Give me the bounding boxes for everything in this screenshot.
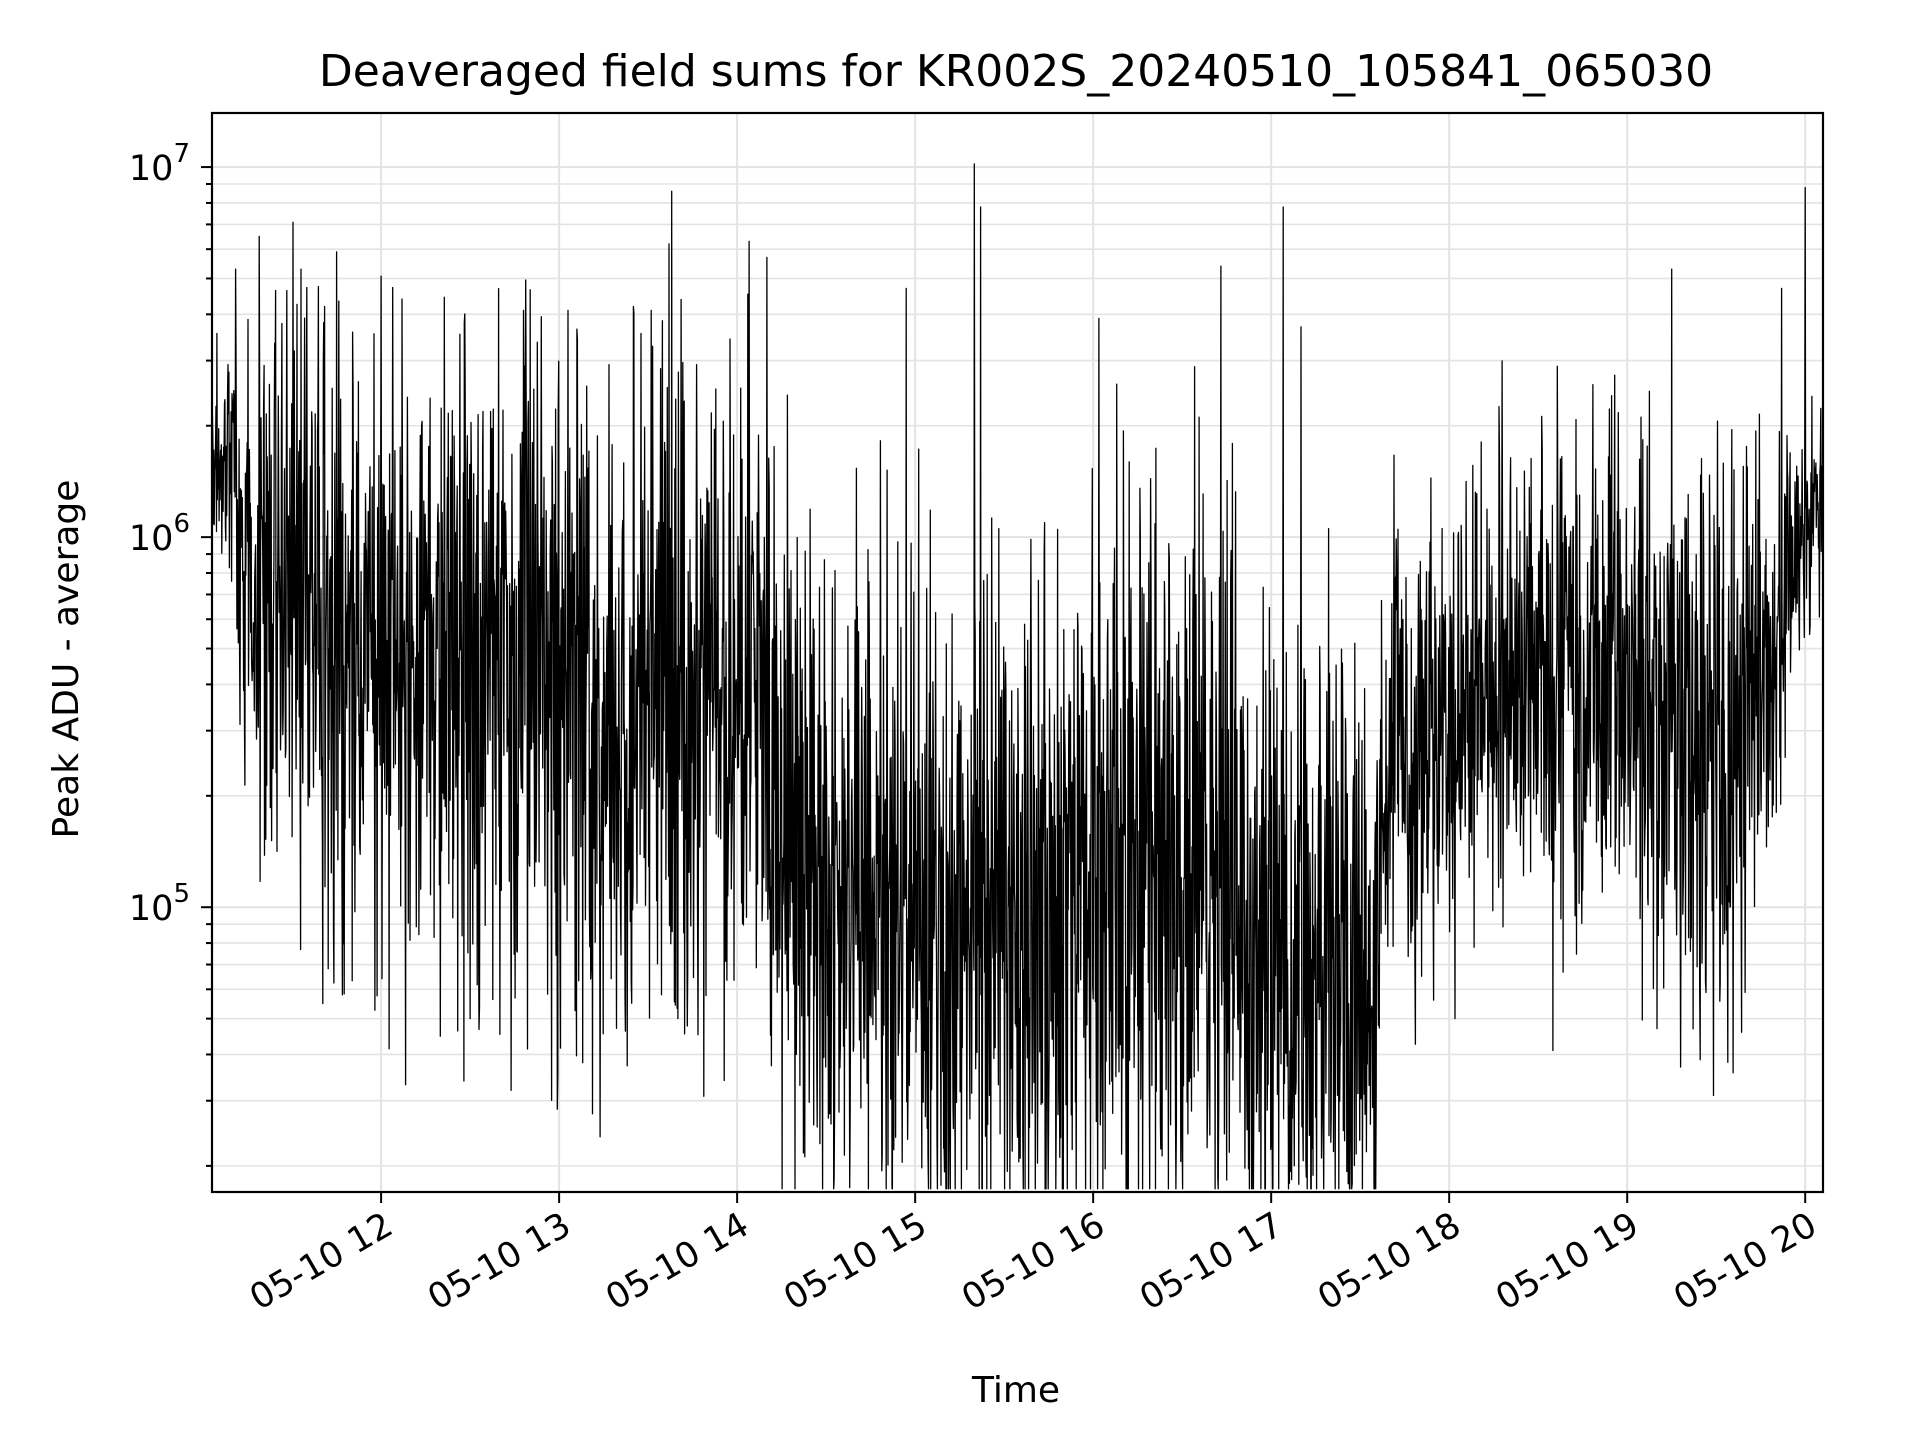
- plot-area: [211, 163, 1824, 1190]
- y-axis-label: Peak ADU - average: [46, 480, 87, 839]
- x-axis-label: Time: [971, 1370, 1060, 1411]
- y-tick-label: 107: [129, 139, 190, 189]
- series-line: [211, 163, 1824, 1190]
- plot-frame: [210, 111, 1825, 1194]
- y-tick-label: 106: [129, 509, 190, 559]
- y-tick-label: 105: [129, 879, 190, 929]
- chart-title: Deaveraged field sums for KR002S_2024051…: [319, 46, 1713, 97]
- y-axis: 105 106 107: [129, 139, 212, 1167]
